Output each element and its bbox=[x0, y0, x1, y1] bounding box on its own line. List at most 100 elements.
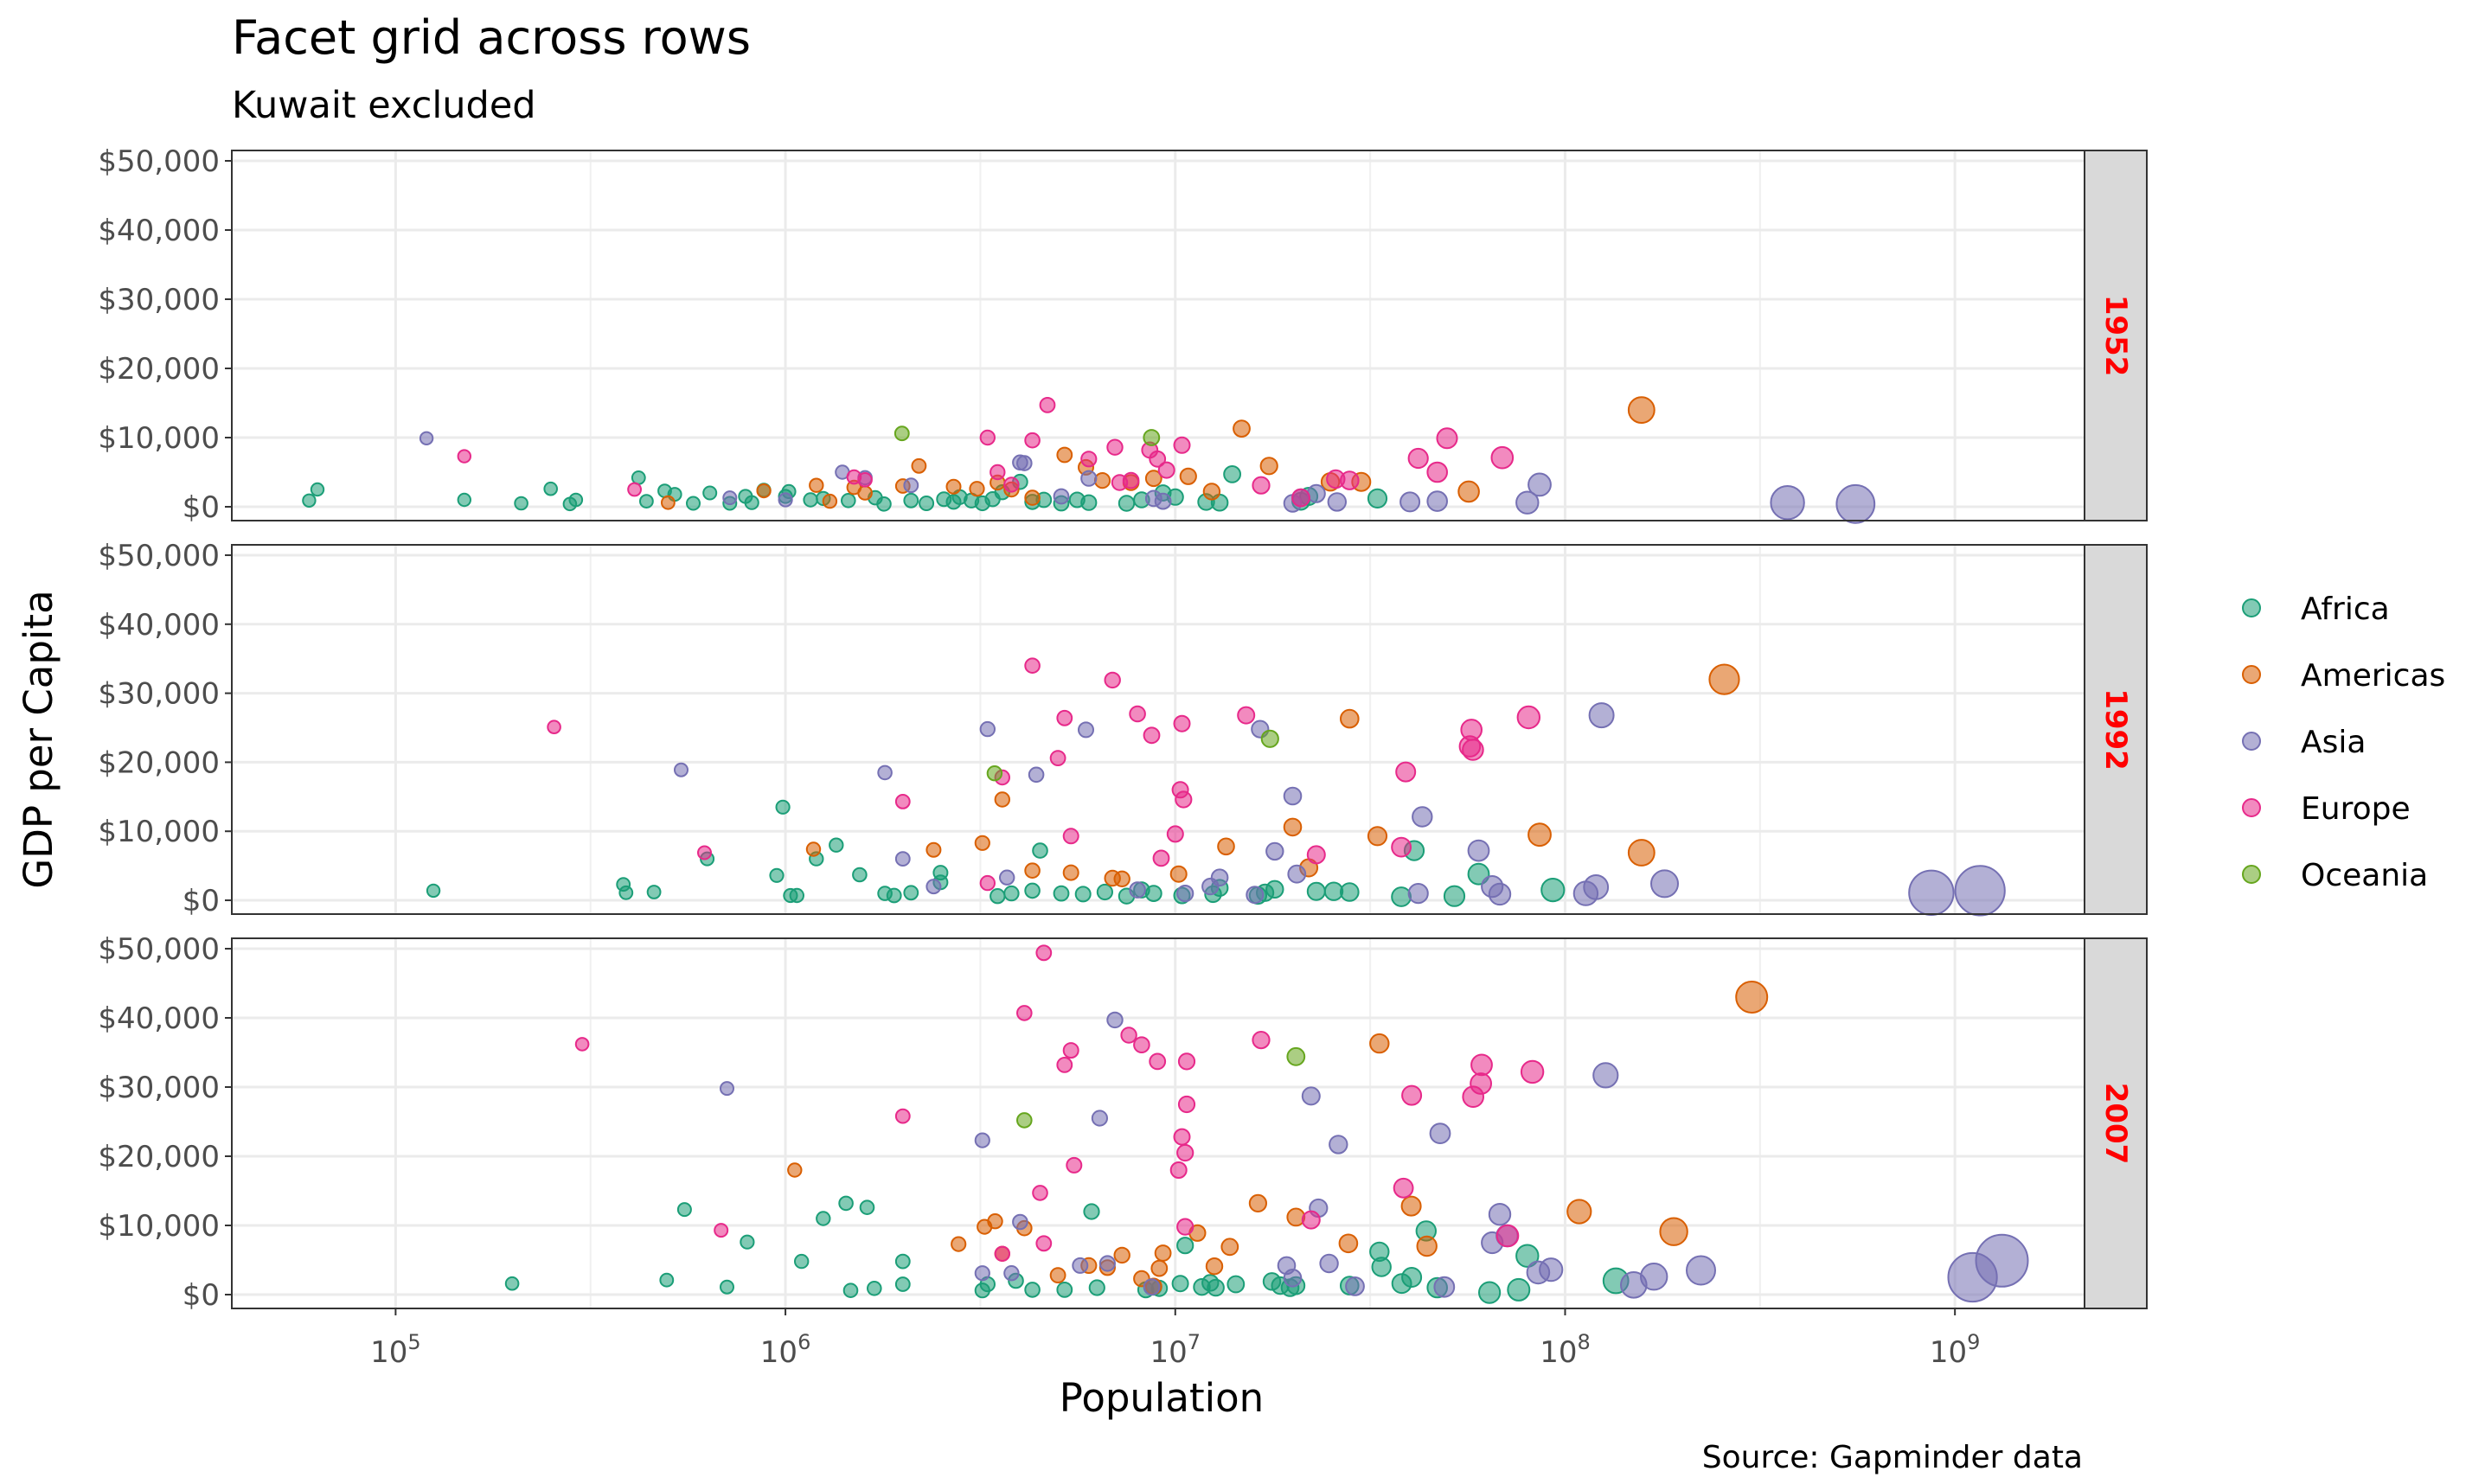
data-point bbox=[1627, 396, 1656, 425]
data-point bbox=[1540, 878, 1566, 903]
data-point bbox=[1171, 1275, 1189, 1293]
data-point bbox=[951, 1236, 967, 1252]
y-tick-label: $20,000 bbox=[98, 352, 220, 387]
data-point bbox=[1367, 488, 1388, 509]
data-point bbox=[686, 496, 701, 511]
legend-item-oceania: Oceania bbox=[2242, 858, 2428, 893]
data-point bbox=[1080, 494, 1098, 511]
data-point bbox=[778, 492, 793, 508]
data-point bbox=[720, 1081, 734, 1097]
data-point bbox=[661, 495, 676, 510]
data-point bbox=[514, 496, 528, 511]
data-point bbox=[990, 464, 1006, 481]
data-point bbox=[1592, 1062, 1619, 1089]
data-point bbox=[893, 425, 910, 442]
facet-panel-2007: $0 $10,000 $20,000 $30,000 $40,000 $50,000 200… bbox=[98, 932, 2148, 1313]
data-point bbox=[1207, 1278, 1225, 1297]
y-tick-label: $30,000 bbox=[98, 283, 220, 317]
data-point bbox=[1080, 451, 1098, 468]
data-point bbox=[894, 1276, 911, 1292]
data-point bbox=[1488, 1203, 1512, 1226]
data-point bbox=[857, 485, 873, 501]
data-point bbox=[1133, 1036, 1150, 1053]
legend-label: Americas bbox=[2301, 658, 2445, 694]
facet-strip-label: 1952 bbox=[2098, 295, 2133, 377]
y-tick-label: $50,000 bbox=[98, 539, 220, 573]
data-point bbox=[574, 1037, 590, 1052]
x-tick-label: 106 bbox=[760, 1330, 811, 1370]
data-point bbox=[903, 477, 919, 494]
data-point bbox=[1143, 1278, 1161, 1296]
data-point bbox=[674, 762, 688, 777]
data-point bbox=[1220, 1238, 1239, 1257]
data-point bbox=[1176, 885, 1194, 903]
data-point bbox=[919, 496, 935, 511]
y-tick-label: $50,000 bbox=[98, 144, 220, 179]
data-point bbox=[1260, 729, 1279, 748]
data-point bbox=[702, 485, 718, 501]
data-point bbox=[1908, 869, 1955, 917]
data-point bbox=[1078, 721, 1094, 739]
data-point bbox=[1072, 1257, 1089, 1274]
data-point bbox=[787, 1162, 803, 1178]
data-point bbox=[945, 478, 962, 495]
data-point bbox=[979, 429, 996, 446]
data-point bbox=[994, 791, 1011, 808]
data-point bbox=[1286, 1046, 1306, 1066]
data-point bbox=[1120, 1027, 1137, 1044]
data-point bbox=[457, 492, 471, 508]
data-point bbox=[1426, 461, 1448, 483]
y-tick-label: $10,000 bbox=[98, 815, 220, 849]
data-point bbox=[841, 493, 856, 509]
data-point bbox=[1659, 1217, 1688, 1246]
data-point bbox=[1096, 883, 1114, 901]
data-point bbox=[1056, 1282, 1073, 1298]
data-point bbox=[1039, 397, 1056, 413]
data-point bbox=[1340, 708, 1360, 729]
data-point bbox=[1395, 761, 1417, 783]
data-point bbox=[1400, 1195, 1422, 1217]
data-point bbox=[676, 1202, 692, 1218]
data-point bbox=[1306, 845, 1326, 865]
data-point bbox=[822, 493, 838, 509]
data-point bbox=[568, 492, 584, 508]
data-point bbox=[1462, 739, 1484, 761]
data-point bbox=[310, 482, 325, 497]
data-point bbox=[1340, 470, 1360, 490]
data-point bbox=[646, 885, 662, 899]
data-point bbox=[842, 1283, 859, 1298]
data-point bbox=[1217, 837, 1235, 856]
data-point bbox=[1770, 485, 1805, 521]
data-point bbox=[457, 449, 471, 464]
y-tick-label: $40,000 bbox=[98, 1001, 220, 1036]
data-point bbox=[903, 885, 919, 901]
data-point bbox=[1149, 1052, 1167, 1071]
data-point bbox=[1176, 1143, 1194, 1162]
y-tick-label: $0 bbox=[183, 884, 220, 918]
data-point bbox=[1062, 828, 1079, 845]
data-point bbox=[769, 867, 785, 883]
data-point bbox=[1210, 868, 1229, 887]
facet-strip bbox=[2084, 544, 2148, 915]
data-point bbox=[1407, 447, 1429, 470]
data-point bbox=[1144, 470, 1162, 488]
data-point bbox=[894, 1253, 911, 1270]
legend-label: Oceania bbox=[2301, 858, 2428, 893]
data-point bbox=[1954, 865, 2006, 917]
data-point bbox=[1490, 445, 1515, 470]
data-point bbox=[1169, 1161, 1188, 1179]
data-point bbox=[1686, 1255, 1716, 1286]
data-point bbox=[1129, 881, 1146, 899]
chart-caption: Source: Gapminder data bbox=[1702, 1440, 2083, 1475]
data-point bbox=[1056, 709, 1073, 726]
legend-label: Africa bbox=[2301, 592, 2390, 627]
data-point bbox=[1233, 419, 1251, 438]
data-point bbox=[1118, 495, 1136, 512]
data-point bbox=[1053, 488, 1070, 505]
data-point bbox=[994, 1245, 1011, 1263]
facet-strip-label: 2007 bbox=[2098, 1083, 2133, 1165]
data-point bbox=[302, 493, 317, 508]
data-point bbox=[1283, 817, 1303, 837]
data-point bbox=[1371, 1257, 1392, 1277]
data-point bbox=[859, 1199, 875, 1215]
